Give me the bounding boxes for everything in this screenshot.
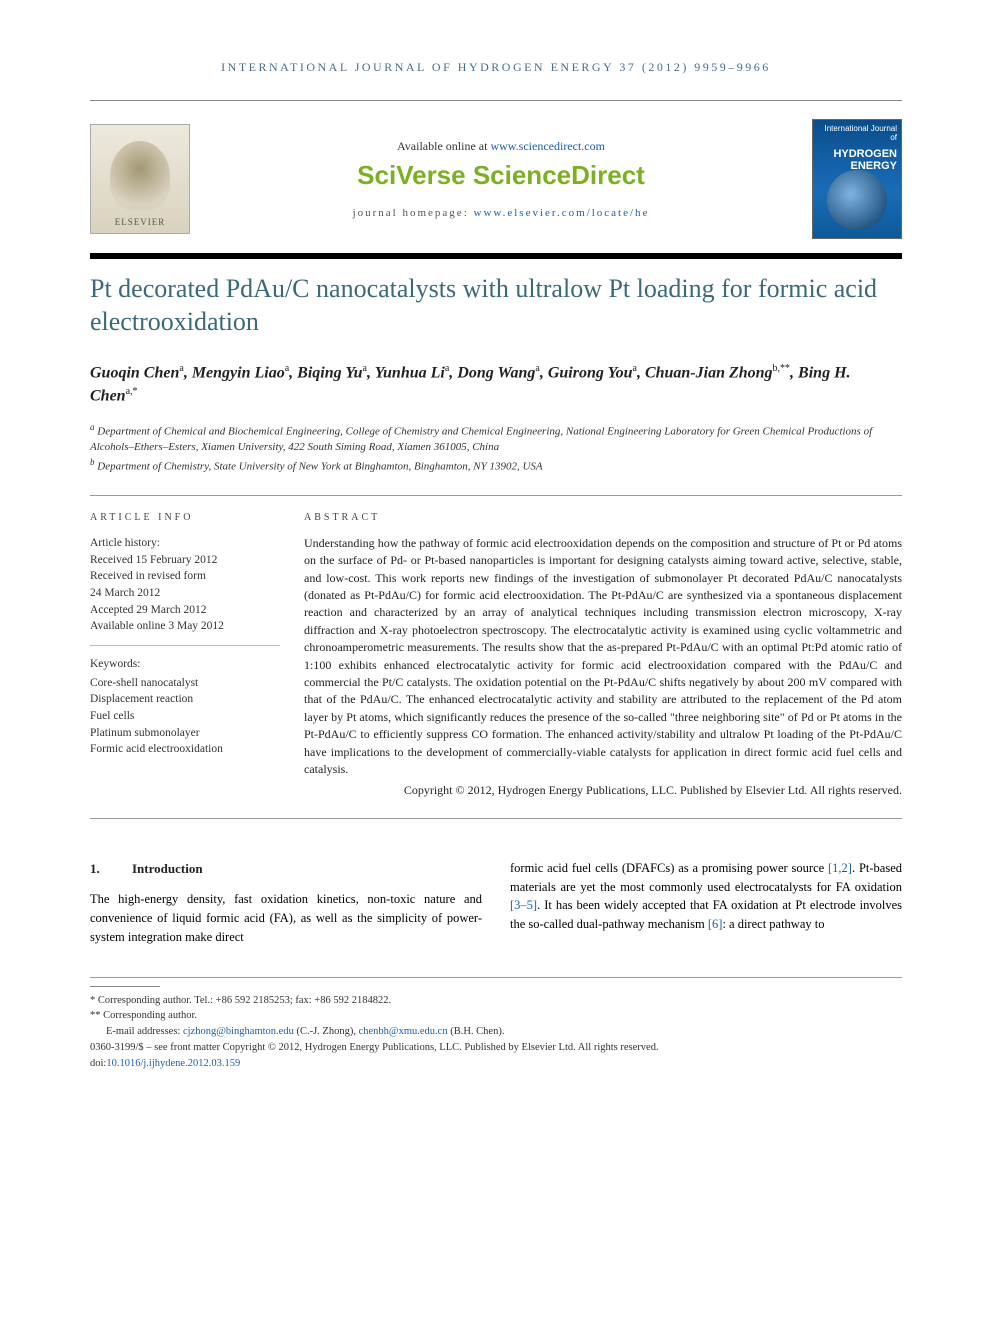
available-prefix: Available online at — [397, 139, 490, 153]
section-heading: 1.Introduction — [90, 859, 482, 879]
affiliations: a Department of Chemical and Biochemical… — [90, 421, 902, 474]
keyword: Formic acid electrooxidation — [90, 741, 280, 758]
body-paragraph: The high-energy density, fast oxidation … — [90, 890, 482, 946]
article-info-column: ARTICLE INFO Article history: Received 1… — [90, 512, 280, 800]
elsevier-logo: ELSEVIER — [90, 124, 190, 234]
citation-link[interactable]: [6] — [708, 917, 723, 931]
author-list: Guoqin Chena, Mengyin Liaoa, Biqing Yua,… — [90, 362, 902, 407]
affiliation-a: a Department of Chemical and Biochemical… — [90, 421, 902, 455]
history-item: Accepted 29 March 2012 — [90, 602, 280, 619]
history-item: Received 15 February 2012 — [90, 552, 280, 569]
page-footer: * Corresponding author. Tel.: +86 592 21… — [90, 977, 902, 1072]
issn-copyright-line: 0360-3199/$ – see front matter Copyright… — [90, 1040, 902, 1056]
corresponding-author-2: ** Corresponding author. — [90, 1008, 902, 1024]
header-center: Available online at www.sciencedirect.co… — [190, 139, 812, 219]
body-text: . It has been widely accepted that FA ox… — [510, 898, 902, 931]
article-title: Pt decorated PdAu/C nanocatalysts with u… — [90, 273, 902, 338]
journal-homepage-line: journal homepage: www.elsevier.com/locat… — [200, 207, 802, 219]
doi-prefix: doi: — [90, 1058, 106, 1069]
elsevier-tree-icon — [110, 141, 170, 211]
body-text: : a direct pathway to — [722, 917, 824, 931]
info-abstract-row: ARTICLE INFO Article history: Received 1… — [90, 495, 902, 819]
emails-label: E-mail addresses: — [106, 1026, 183, 1037]
section-title: Introduction — [132, 861, 203, 876]
keywords-block: Keywords: Core-shell nanocatalyst Displa… — [90, 656, 280, 758]
keyword: Core-shell nanocatalyst — [90, 675, 280, 692]
divider-bar — [90, 253, 902, 259]
journal-header: ELSEVIER Available online at www.science… — [90, 100, 902, 253]
body-text: formic acid fuel cells (DFAFCs) as a pro… — [510, 861, 828, 875]
sciencedirect-link[interactable]: www.sciencedirect.com — [490, 139, 605, 153]
cover-globe-icon — [827, 170, 887, 230]
email-link[interactable]: cjzhong@binghamton.edu — [183, 1026, 294, 1037]
email-who: (B.H. Chen). — [448, 1026, 505, 1037]
article-history: Article history: Received 15 February 20… — [90, 535, 280, 646]
article-info-head: ARTICLE INFO — [90, 512, 280, 523]
keywords-label: Keywords: — [90, 656, 280, 673]
section-number: 1. — [90, 859, 132, 879]
abstract-text: Understanding how the pathway of formic … — [304, 535, 902, 778]
cover-title: HYDROGEN ENERGY — [817, 148, 897, 172]
journal-cover-thumbnail: International Journal of HYDROGEN ENERGY — [812, 119, 902, 239]
doi-line: doi:10.1016/j.ijhydene.2012.03.159 — [90, 1056, 902, 1072]
brand-text: SciVerse ScienceDirect — [357, 160, 645, 190]
homepage-prefix: journal homepage: — [353, 207, 474, 219]
body-paragraph: formic acid fuel cells (DFAFCs) as a pro… — [510, 859, 902, 934]
keyword: Platinum submonolayer — [90, 725, 280, 742]
body-column-right: formic acid fuel cells (DFAFCs) as a pro… — [510, 859, 902, 947]
citation-link[interactable]: [3–5] — [510, 898, 537, 912]
body-text-columns: 1.Introduction The high-energy density, … — [90, 859, 902, 947]
body-column-left: 1.Introduction The high-energy density, … — [90, 859, 482, 947]
platform-brand: SciVerse ScienceDirect — [200, 160, 802, 191]
history-label: Article history: — [90, 535, 280, 552]
corresponding-author-1: * Corresponding author. Tel.: +86 592 21… — [90, 993, 902, 1009]
history-item: Received in revised form — [90, 568, 280, 585]
doi-link[interactable]: 10.1016/j.ijhydene.2012.03.159 — [106, 1058, 240, 1069]
affiliation-b: b Department of Chemistry, State Univers… — [90, 456, 902, 475]
history-item: 24 March 2012 — [90, 585, 280, 602]
email-link[interactable]: chenbh@xmu.edu.cn — [359, 1026, 448, 1037]
publisher-name: ELSEVIER — [115, 217, 166, 227]
journal-homepage-link[interactable]: www.elsevier.com/locate/he — [474, 207, 650, 219]
email-who: (C.-J. Zhong), — [294, 1026, 359, 1037]
keyword: Fuel cells — [90, 708, 280, 725]
citation-link[interactable]: [1,2] — [828, 861, 852, 875]
history-item: Available online 3 May 2012 — [90, 618, 280, 635]
available-online-line: Available online at www.sciencedirect.co… — [200, 139, 802, 154]
cover-small-text: International Journal of — [817, 124, 897, 142]
email-line: E-mail addresses: cjzhong@binghamton.edu… — [90, 1024, 902, 1040]
keyword: Displacement reaction — [90, 691, 280, 708]
abstract-copyright: Copyright © 2012, Hydrogen Energy Public… — [304, 782, 902, 799]
abstract-head: ABSTRACT — [304, 512, 902, 523]
running-head: INTERNATIONAL JOURNAL OF HYDROGEN ENERGY… — [90, 60, 902, 75]
abstract-column: ABSTRACT Understanding how the pathway o… — [304, 512, 902, 800]
footnote-separator — [90, 986, 160, 987]
